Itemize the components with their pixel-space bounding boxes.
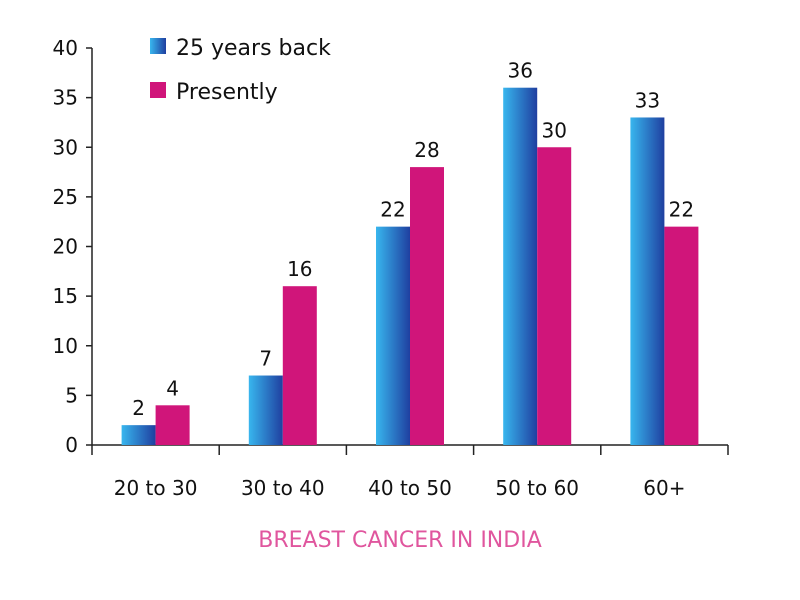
bars-group <box>121 87 699 445</box>
x-category-label: 40 to 50 <box>368 476 452 500</box>
bar-series-1 <box>503 87 538 445</box>
data-label: 22 <box>669 198 694 222</box>
bar-series-1 <box>248 375 283 445</box>
bar-series-2 <box>282 286 317 445</box>
data-label: 4 <box>166 376 179 400</box>
x-axis-ticks: 20 to 30 30 to 40 40 to 50 50 to 60 60+ <box>91 445 729 500</box>
x-category-label: 60+ <box>643 476 685 500</box>
data-label: 33 <box>635 88 660 112</box>
legend-label-series-2: Presently <box>176 80 278 105</box>
data-labels-group: 2 7 22 36 33 4 16 28 30 22 <box>132 59 694 420</box>
data-label: 16 <box>287 257 312 281</box>
y-tick-label: 15 <box>53 284 78 308</box>
y-tick-label: 5 <box>65 383 78 407</box>
bar-series-1 <box>376 226 410 445</box>
y-tick-label: 10 <box>53 334 78 358</box>
y-tick-label: 20 <box>53 235 78 259</box>
data-label: 30 <box>541 118 566 142</box>
legend-label-series-1: 25 years back <box>176 36 331 61</box>
legend: 25 years back Presently <box>150 36 331 105</box>
bar-series-2 <box>155 405 190 445</box>
data-label: 28 <box>414 138 439 162</box>
data-label: 22 <box>380 198 405 222</box>
y-axis-ticks: 0 5 10 15 20 25 30 35 40 <box>53 36 92 457</box>
y-tick-label: 35 <box>53 86 78 110</box>
y-tick-label: 0 <box>65 433 78 457</box>
chart-caption: BREAST CANCER IN INDIA <box>258 528 542 553</box>
y-tick-label: 25 <box>53 185 78 209</box>
bar-series-2 <box>410 167 444 445</box>
legend-swatch-series-2 <box>150 82 166 98</box>
legend-swatch-series-1 <box>150 38 166 54</box>
x-category-label: 50 to 60 <box>495 476 579 500</box>
bar-series-2 <box>537 147 572 445</box>
bar-series-1 <box>121 425 156 445</box>
x-category-label: 20 to 30 <box>114 476 198 500</box>
data-label: 7 <box>259 347 272 371</box>
bar-series-2 <box>664 226 699 445</box>
y-tick-label: 30 <box>53 135 78 159</box>
data-label: 2 <box>132 396 145 420</box>
y-tick-label: 40 <box>53 36 78 60</box>
bar-series-1 <box>630 117 665 445</box>
x-category-label: 30 to 40 <box>241 476 325 500</box>
data-label: 36 <box>507 59 532 83</box>
